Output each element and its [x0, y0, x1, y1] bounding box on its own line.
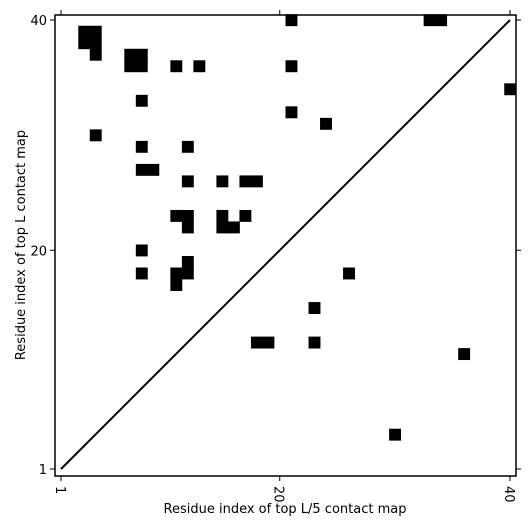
contact-cell [135, 267, 148, 280]
contact-cell [239, 209, 252, 222]
diagonal-line [60, 19, 511, 470]
contact-cell [285, 14, 298, 27]
contact-cell [308, 336, 321, 349]
contact-cell [170, 279, 183, 291]
contact-cell [285, 106, 298, 119]
contact-cell [89, 25, 102, 38]
axis-ticks: 1 20 40 1 20 40 [30, 10, 521, 503]
x-tick-label: 40 [501, 486, 516, 503]
contact-cell [250, 336, 263, 349]
contact-cell [78, 25, 91, 38]
contact-cell [181, 221, 194, 234]
contact-cell [89, 48, 102, 61]
contact-cell [135, 163, 148, 176]
contact-cell [308, 302, 321, 314]
y-axis-label: Residue index of top L contact map [14, 130, 29, 360]
contact-cell [216, 175, 229, 188]
x-axis-label: Residue index of top L/5 contact map [164, 502, 407, 517]
contact-cell [147, 163, 160, 176]
contact-cell [124, 48, 137, 61]
contact-cells [78, 14, 517, 441]
contact-cell [124, 60, 137, 73]
contact-cell [135, 140, 148, 153]
contact-cell [170, 209, 183, 222]
contact-cell [89, 37, 102, 50]
contact-cell [227, 221, 240, 234]
contact-cell [181, 140, 194, 153]
y-tick-label: 1 [39, 463, 47, 478]
contact-cell [181, 256, 194, 268]
contact-cell [216, 221, 229, 234]
x-tick-label: 20 [271, 486, 286, 503]
contact-cell [343, 267, 355, 280]
contact-cell [78, 37, 91, 50]
contact-cell [135, 244, 148, 257]
contact-cell [504, 83, 517, 96]
contact-cell [181, 267, 194, 280]
contact-cell [239, 175, 252, 188]
contact-cell [170, 267, 183, 280]
contact-cell [250, 175, 263, 188]
contact-cell [216, 209, 229, 222]
y-tick-label: 20 [30, 244, 47, 259]
plot-frame [54, 14, 517, 477]
contact-cell [135, 48, 148, 61]
contact-cell [435, 14, 448, 27]
contact-cell [423, 14, 436, 27]
contact-cell [285, 60, 298, 73]
contact-cell [262, 336, 275, 349]
contact-cell [135, 94, 148, 107]
contact-cell [181, 175, 194, 188]
contact-cell [320, 117, 332, 130]
contact-cell [89, 129, 102, 142]
contact-cell [135, 60, 148, 73]
contact-cell [193, 60, 206, 73]
x-tick-label: 1 [52, 486, 67, 494]
contact-cell [389, 428, 402, 441]
contact-cell [181, 209, 194, 222]
contact-cell [458, 348, 471, 361]
contact-cell [170, 60, 183, 73]
y-tick-label: 40 [30, 14, 47, 29]
